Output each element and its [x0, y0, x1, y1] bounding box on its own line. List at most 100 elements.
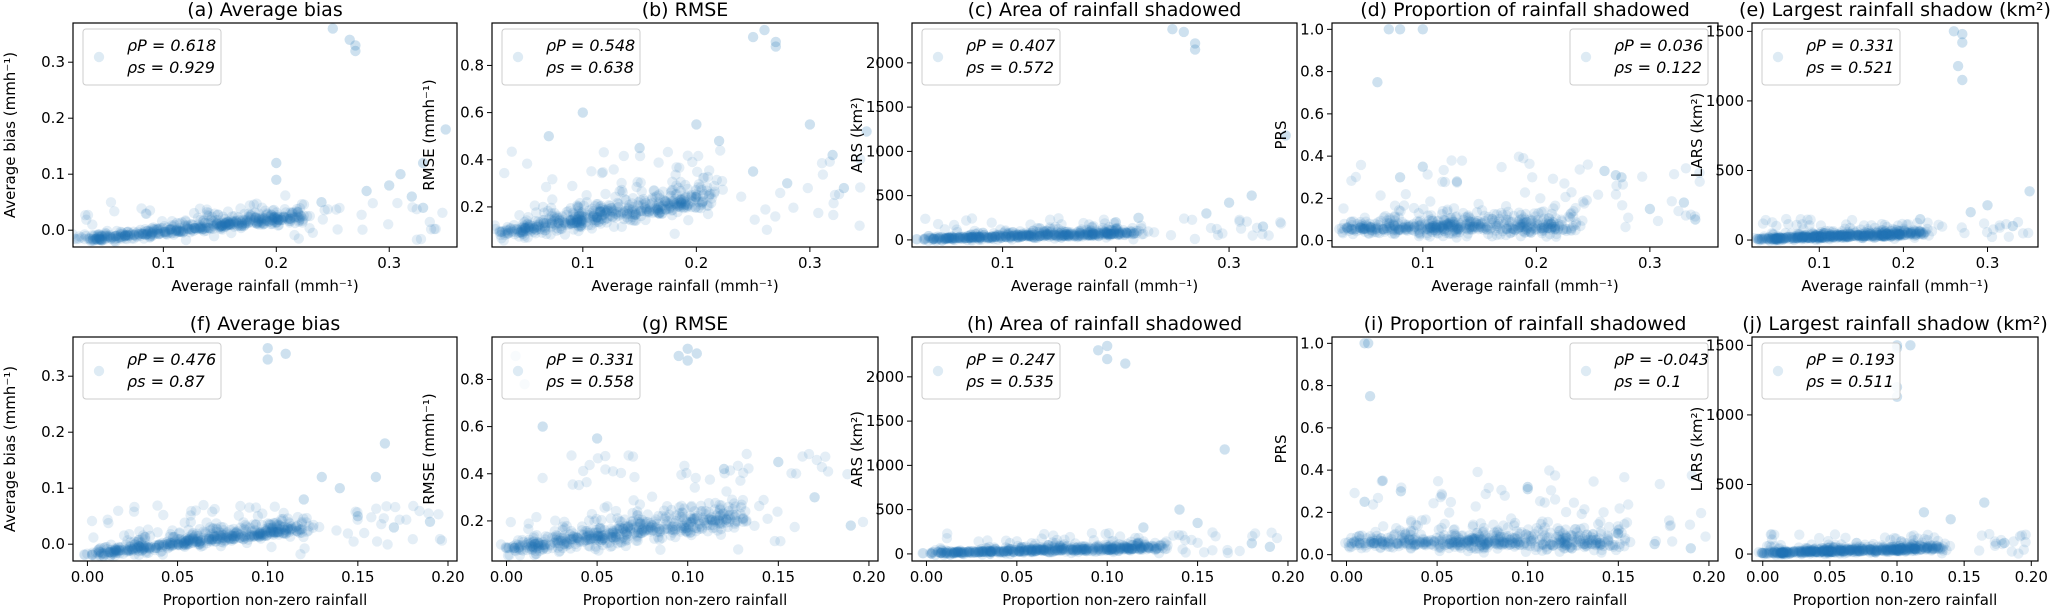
scatter-point: [591, 199, 602, 210]
scatter-point: [616, 516, 627, 527]
scatter-point: [1799, 231, 1810, 243]
scatter-point: [195, 535, 206, 547]
scatter-point: [1403, 219, 1414, 231]
scatter-point: [828, 209, 839, 221]
scatter-point: [1801, 232, 1812, 243]
scatter-point: [268, 212, 279, 223]
scatter-point: [165, 224, 176, 235]
scatter-point: [1550, 213, 1561, 224]
scatter-point: [1384, 218, 1395, 229]
subplot-title: (e) Largest rainfall shadow (km²): [1739, 0, 2051, 21]
scatter-point: [145, 231, 156, 243]
scatter-point: [170, 225, 182, 237]
scatter-point: [179, 541, 190, 552]
scatter-point: [1101, 227, 1112, 239]
scatter-point: [678, 203, 689, 214]
scatter-point: [549, 213, 561, 224]
scatter-point: [187, 533, 199, 544]
scatter-point: [714, 518, 725, 529]
scatter-point: [227, 530, 238, 542]
scatter-point: [1466, 224, 1478, 235]
scatter-point: [732, 460, 744, 471]
scatter-point: [166, 537, 178, 549]
scatter-point: [1824, 230, 1836, 241]
scatter-point: [1542, 215, 1553, 227]
scatter-point: [159, 226, 170, 238]
scatter-point: [1542, 222, 1553, 234]
scatter-point: [1914, 226, 1925, 237]
scatter-point: [196, 535, 207, 546]
scatter-point: [1839, 231, 1851, 242]
scatter-point: [813, 207, 824, 219]
scatter-point: [1359, 224, 1370, 235]
scatter-point: [1120, 226, 1132, 238]
scatter-point: [115, 229, 126, 240]
scatter-point: [578, 529, 589, 541]
scatter-point: [594, 205, 606, 217]
scatter-point: [1900, 227, 1912, 238]
scatter-point: [264, 522, 276, 534]
scatter-point: [976, 234, 987, 245]
scatter-point: [1546, 218, 1557, 230]
scatter-point: [635, 210, 647, 222]
scatter-point: [265, 528, 276, 539]
scatter-point: [1878, 230, 1889, 241]
scatter-point: [1078, 217, 1089, 229]
scatter-point: [116, 227, 127, 238]
scatter-point: [661, 204, 672, 215]
scatter-point: [946, 233, 957, 244]
scatter-point: [1570, 202, 1581, 214]
scatter-point: [134, 526, 145, 537]
scatter-point: [573, 208, 584, 219]
scatter-point: [1415, 215, 1426, 226]
scatter-point: [1911, 227, 1922, 239]
scatter-point: [1817, 232, 1828, 244]
scatter-point: [1346, 224, 1358, 235]
scatter-point: [1009, 230, 1020, 241]
scatter-point: [114, 548, 126, 559]
scatter-point: [316, 471, 327, 483]
scatter-point: [1360, 223, 1371, 235]
scatter-point: [928, 233, 940, 244]
scatter-point: [1167, 24, 1178, 35]
scatter-point: [1138, 522, 1149, 533]
scatter-point: [1451, 228, 1462, 239]
scatter-point: [179, 539, 190, 550]
scatter-point: [150, 542, 162, 553]
scatter-point: [2024, 186, 2035, 197]
scatter-point: [1400, 219, 1411, 230]
scatter-point: [182, 223, 193, 235]
scatter-point: [106, 548, 118, 559]
scatter-point: [545, 222, 557, 233]
scatter-point: [607, 525, 618, 536]
scatter-point: [693, 150, 704, 162]
scatter-point: [152, 500, 163, 511]
scatter-point: [717, 509, 728, 520]
scatter-point: [1082, 229, 1094, 241]
scatter-point: [132, 226, 144, 237]
scatter-point: [568, 209, 579, 220]
scatter-point: [143, 542, 154, 553]
scatter-point: [1360, 216, 1372, 227]
scatter-point: [708, 188, 720, 199]
scatter-point: [1526, 215, 1537, 226]
scatter-point: [1680, 210, 1692, 221]
scatter-point: [1424, 222, 1435, 233]
scatter-point: [433, 509, 444, 520]
scatter-point: [1042, 229, 1054, 240]
scatter-point: [194, 536, 205, 547]
scatter-point: [268, 211, 280, 222]
scatter-point: [1880, 228, 1892, 239]
scatter-point: [1889, 227, 1901, 238]
scatter-point: [1063, 229, 1074, 240]
scatter-point: [1787, 231, 1798, 242]
scatter-point: [298, 199, 310, 210]
scatter-point: [180, 535, 191, 547]
scatter-point: [1908, 224, 1919, 236]
legend-marker: [93, 365, 105, 377]
scatter-point: [715, 509, 726, 521]
scatter-point: [294, 209, 305, 220]
scatter-point: [176, 217, 188, 228]
scatter-point: [817, 169, 829, 180]
scatter-point: [1425, 196, 1436, 207]
